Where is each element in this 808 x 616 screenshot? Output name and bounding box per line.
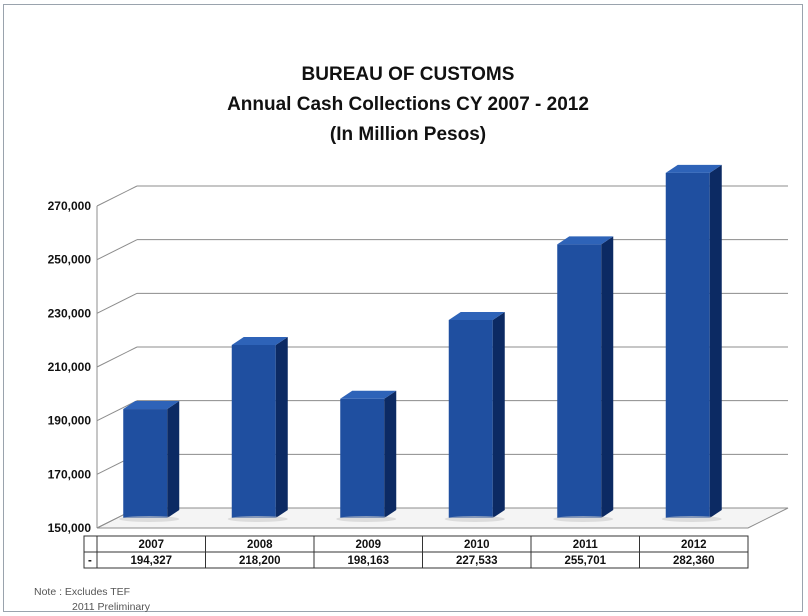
gridline-side: [96, 346, 138, 368]
bar-2011: [553, 236, 614, 522]
bar-shadow: [119, 516, 180, 522]
note-preliminary: 2011 Preliminary: [72, 601, 151, 613]
data-table: - 2007 194,327 2008 218,200 2009 198,163 2010 22…: [83, 535, 749, 569]
bar-2007: [119, 401, 180, 522]
bar-front: [231, 344, 276, 518]
y-tick-label: 230,000: [48, 306, 92, 320]
data-label: 218,200: [239, 555, 281, 567]
bar-side: [167, 401, 180, 518]
bar-side: [275, 336, 288, 518]
bar-top: [557, 236, 614, 245]
bar-side: [384, 390, 397, 518]
bar-2012: [661, 164, 722, 522]
chart-unit-label: (In Million Pesos): [330, 124, 486, 145]
bar-shadow: [444, 516, 505, 522]
y-axis: 150,000 170,000 190,000 210,000 230,000 250,0…: [48, 199, 98, 535]
x-tick-label: 2010: [464, 539, 490, 551]
data-label: 255,701: [564, 555, 606, 567]
y-tick-label: 250,000: [48, 253, 92, 267]
bar-top: [340, 390, 397, 399]
bar-front: [123, 409, 168, 518]
data-label: 198,163: [347, 555, 389, 567]
bar-top: [665, 164, 722, 173]
x-tick-label: 2009: [355, 539, 381, 551]
y-tick-label: 150,000: [48, 521, 92, 535]
note-excludes-tef: Note : Excludes TEF: [34, 586, 130, 598]
bar-shadow: [661, 516, 722, 522]
y-tick-label: 210,000: [48, 360, 92, 374]
gridline-side: [96, 400, 138, 422]
gridline-side: [96, 292, 138, 314]
y-tick-label: 270,000: [48, 199, 92, 213]
bar-front: [665, 172, 710, 519]
bar-side: [709, 164, 722, 519]
bar-shadow: [553, 516, 614, 522]
bar-side: [601, 236, 614, 518]
x-tick-label: 2012: [681, 539, 707, 551]
y-tick-label: 190,000: [48, 414, 92, 428]
bar-side: [492, 311, 505, 518]
chart-subtitle: Annual Cash Collections CY 2007 - 2012: [227, 94, 589, 115]
bar-top: [231, 336, 288, 345]
gridline-side: [96, 239, 138, 261]
data-label: 227,533: [456, 555, 498, 567]
y-tick-label: 170,000: [48, 467, 92, 481]
bar-top: [123, 401, 180, 410]
bar-2008: [227, 336, 288, 522]
data-label: 282,360: [673, 555, 715, 567]
bar-top: [448, 311, 505, 320]
bar-2010: [444, 311, 505, 522]
x-tick-label: 2011: [573, 539, 599, 551]
bar-shadow: [227, 516, 288, 522]
bars: [119, 164, 722, 522]
gridline-side: [96, 185, 138, 207]
x-tick-label: 2007: [138, 539, 164, 551]
bar-2009: [336, 390, 397, 522]
data-label: 194,327: [130, 555, 172, 567]
bar-front: [448, 319, 493, 518]
bar-front: [557, 244, 602, 518]
table-row-marker: -: [88, 555, 92, 567]
x-tick-label: 2008: [247, 539, 273, 551]
bar-front: [340, 398, 385, 518]
chart-title: BUREAU OF CUSTOMS: [302, 64, 515, 85]
bar-shadow: [336, 516, 397, 522]
